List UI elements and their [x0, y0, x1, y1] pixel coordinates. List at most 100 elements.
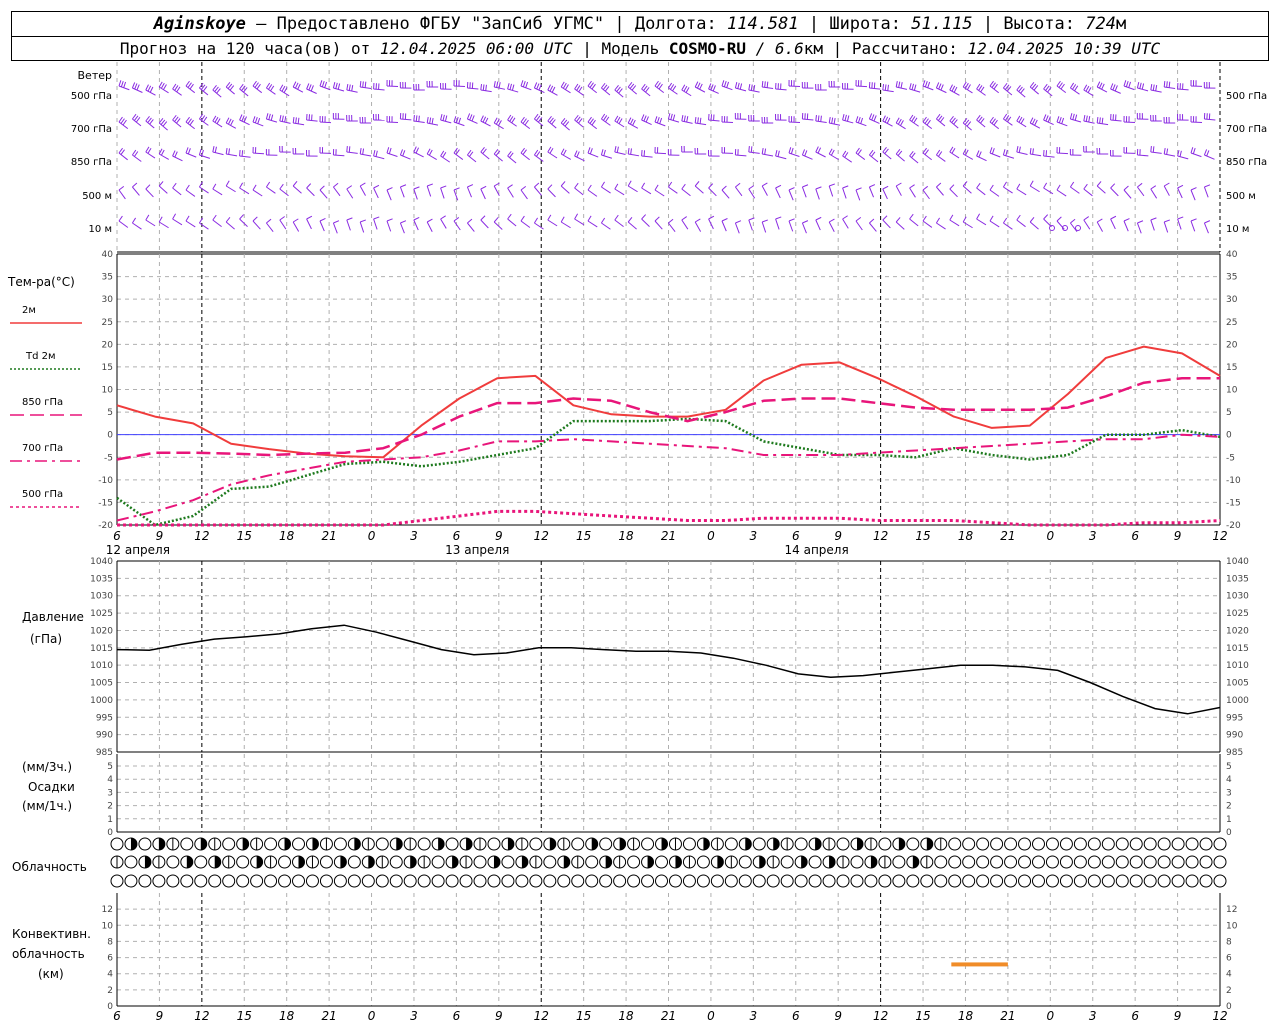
wind-barb-flag	[118, 116, 123, 123]
temp-ytick-right: 25	[1226, 318, 1237, 328]
wind-barb-flag	[603, 149, 606, 156]
wind-barb-flag	[829, 183, 836, 187]
cloud-cover-icon	[1185, 837, 1199, 851]
cloud-cover-icon	[1045, 855, 1059, 869]
wind-barb	[333, 154, 345, 157]
wind-barb	[962, 86, 973, 94]
wind-barb-flag	[431, 117, 434, 125]
wind-barb-flag	[935, 217, 941, 224]
wind-barb-flag	[681, 183, 686, 190]
prec-ytick-left: 5	[107, 762, 113, 772]
cloud-cover-icon	[1031, 874, 1045, 888]
wind-barb-flag	[1006, 86, 1012, 92]
wind-barb	[574, 88, 584, 96]
wind-barb	[922, 152, 932, 161]
wind-barb-flag	[136, 84, 140, 91]
wind-barb	[587, 85, 598, 94]
wind-barb	[614, 151, 626, 156]
temp-ytick-right: 20	[1226, 340, 1238, 350]
wind-barb-flag	[616, 146, 619, 153]
wind-barb	[627, 221, 637, 230]
wind-barb	[145, 219, 156, 227]
wind-barb	[493, 221, 503, 230]
wind-barb-flag	[560, 148, 565, 155]
wind-barb-flag	[310, 85, 314, 92]
temp-ytick-left: 15	[102, 363, 113, 373]
wind-barb-flag	[453, 116, 457, 123]
wind-barb	[775, 155, 787, 160]
x-tick-label: 6	[1131, 529, 1139, 543]
wind-barb-flag	[520, 116, 525, 123]
header-row-forecast: Прогноз на 120 часа(ов) от 12.04.2025 06…	[12, 36, 1268, 61]
conv-ytick-left: 2	[107, 986, 113, 996]
wind-barb-flag	[614, 84, 619, 91]
wind-barb	[815, 219, 821, 231]
wind-barb-flag	[467, 218, 473, 224]
conv-ytick-left: 12	[102, 905, 113, 915]
wind-barb-flag	[535, 115, 541, 121]
pres-ytick-left: 1000	[90, 696, 113, 706]
wind-barb-flag	[764, 148, 767, 155]
wind-barb	[815, 188, 820, 200]
wind-barb-flag	[869, 218, 875, 224]
wind-barb	[748, 188, 756, 199]
wind-barb	[547, 120, 557, 129]
cloud-cover-icon	[138, 874, 152, 888]
wind-barb-flag	[748, 185, 755, 190]
wind-barb	[587, 152, 599, 158]
wind-barb	[507, 218, 517, 227]
wind-barb-flag	[176, 86, 181, 93]
wind-barb	[212, 219, 222, 228]
wind-barb	[869, 118, 880, 124]
wind-barb-flag	[520, 147, 525, 154]
wind-barb-flag	[886, 117, 891, 124]
wind-barb-flag	[1047, 116, 1051, 123]
wind-barb	[225, 185, 236, 193]
wind-barb	[909, 218, 919, 227]
wind-barb-flag	[158, 216, 163, 223]
wind-barb	[989, 121, 1000, 130]
wind-barb-flag	[560, 216, 565, 223]
wind-barb-flag	[1018, 116, 1023, 123]
wind-barb-flag	[201, 115, 206, 121]
wind-barb	[1056, 189, 1067, 197]
cloud-cover-icon	[1199, 874, 1213, 888]
wind-barb	[560, 86, 571, 94]
wind-barb-flag	[306, 215, 313, 220]
wind-barb-flag	[761, 182, 768, 187]
x-tick-label: 0	[1046, 529, 1054, 543]
wind-barb-flag	[815, 186, 822, 190]
wind-barb-flag	[699, 117, 702, 124]
cloud-cover-icon	[1101, 855, 1115, 869]
wind-barb	[681, 120, 693, 124]
x-tick-label: 15	[915, 1009, 930, 1023]
wind-barb-flag	[672, 114, 676, 121]
wind-barb-flag	[775, 150, 778, 157]
wind-barb-flag	[388, 147, 392, 154]
wind-barb-flag	[1002, 181, 1007, 188]
wind-barb-flag	[480, 146, 485, 153]
wind-barb-flag	[654, 184, 659, 191]
wind-barb-flag	[804, 150, 808, 157]
cloud-fill-icon	[452, 856, 459, 868]
wind-barb-flag	[400, 184, 407, 188]
wind-barb-flag	[174, 116, 179, 122]
wind-barb-flag	[1123, 185, 1129, 191]
wind-barb-flag	[882, 215, 888, 221]
wind-barb	[936, 154, 946, 162]
cloud-cover-icon	[1143, 855, 1157, 869]
cloud-cover-icon	[808, 855, 822, 869]
wind-barb-flag	[496, 81, 499, 88]
cloud-cover-icon	[1004, 855, 1018, 869]
cloud-fill-icon	[130, 838, 137, 850]
wind-barb-flag	[536, 83, 540, 90]
wind-barb-flag	[243, 116, 247, 123]
wind-barb	[1163, 221, 1169, 233]
wind-barb-flag	[926, 119, 931, 126]
cloud-cover-icon	[515, 874, 529, 888]
x-tick-label: 21	[1000, 529, 1015, 543]
wind-barb-flag	[670, 113, 673, 120]
wind-barb-flag	[1110, 183, 1116, 189]
cloud-cover-icon	[906, 874, 920, 888]
model-resolution: / 6.6	[745, 39, 804, 58]
